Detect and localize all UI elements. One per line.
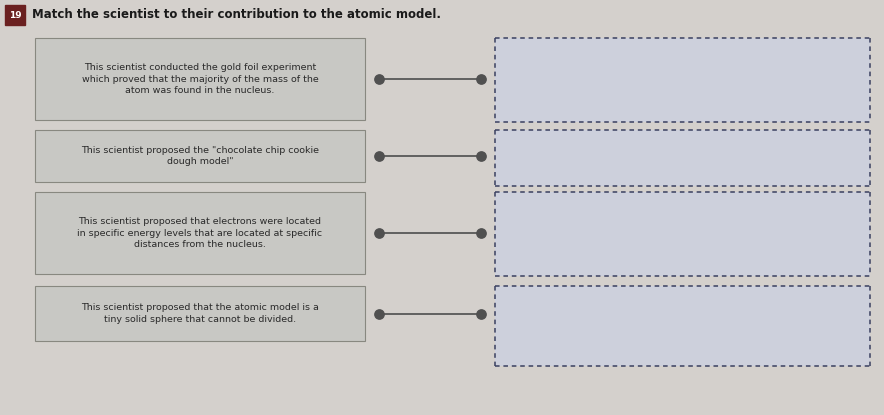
Point	[474, 76, 488, 82]
Bar	[495, 38, 870, 122]
Text: This scientist proposed that the atomic model is a
tiny solid sphere that cannot: This scientist proposed that the atomic …	[81, 303, 319, 324]
Bar	[495, 192, 870, 276]
Bar	[35, 192, 365, 274]
Text: This scientist proposed the "chocolate chip cookie
dough model": This scientist proposed the "chocolate c…	[81, 146, 319, 166]
Bar	[35, 130, 365, 182]
Point	[474, 153, 488, 159]
Bar	[35, 38, 365, 120]
Point	[372, 76, 386, 82]
Point	[372, 153, 386, 159]
Bar	[495, 286, 870, 366]
Point	[474, 229, 488, 236]
Point	[372, 229, 386, 236]
Text: This scientist conducted the gold foil experiment
which proved that the majority: This scientist conducted the gold foil e…	[81, 63, 318, 95]
Text: 19: 19	[9, 10, 21, 20]
Bar	[5, 5, 25, 25]
Bar	[35, 286, 365, 341]
Point	[372, 310, 386, 317]
Point	[474, 310, 488, 317]
Bar	[495, 130, 870, 186]
Text: This scientist proposed that electrons were located
in specific energy levels th: This scientist proposed that electrons w…	[78, 217, 323, 249]
Text: Match the scientist to their contribution to the atomic model.: Match the scientist to their contributio…	[32, 7, 441, 20]
